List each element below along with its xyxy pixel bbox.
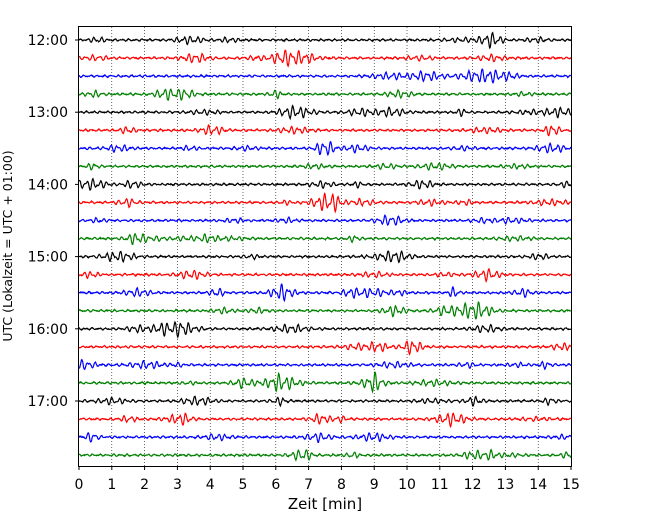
trace-group (78, 31, 572, 462)
y-tick-label: 12:00 (28, 33, 68, 49)
x-tick-label: 13 (496, 477, 514, 493)
x-axis-label: Zeit [min] (288, 495, 362, 513)
trace-line (78, 301, 572, 320)
y-axis-ticks: 12:00 13:00 14:00 15:00 16:00 17:00 (28, 33, 79, 410)
plot-frame (78, 26, 572, 467)
grid-lines (111, 27, 539, 466)
trace-line (78, 192, 572, 214)
y-tick-label: 16:00 (28, 322, 68, 338)
x-tick-label: 8 (337, 477, 346, 493)
trace-line (78, 104, 572, 121)
trace-line (78, 177, 572, 191)
x-tick-label: 7 (304, 477, 313, 493)
y-tick-label: 15:00 (28, 250, 68, 266)
trace-line (78, 141, 572, 157)
x-tick-label: 2 (140, 477, 149, 493)
trace-line (78, 320, 572, 339)
y-tick-label: 14:00 (28, 177, 68, 193)
trace-line (78, 162, 572, 171)
x-tick-label: 12 (464, 477, 482, 493)
trace-line (78, 267, 572, 284)
trace-line (78, 283, 572, 303)
x-tick-label: 5 (239, 477, 248, 493)
x-tick-label: 14 (529, 477, 547, 493)
trace-line (78, 448, 572, 462)
x-tick-label: 15 (562, 477, 580, 493)
x-axis-ticks: 0 1 2 3 4 5 6 7 8 9 10 11 12 13 14 15 (75, 466, 580, 493)
y-axis-label: UTC (Lokalzeit = UTC + 01:00) (0, 150, 15, 341)
y-tick-label: 17:00 (28, 394, 68, 410)
x-tick-label: 1 (107, 477, 116, 493)
trace-line (78, 49, 572, 68)
x-tick-label: 11 (431, 477, 449, 493)
trace-line (78, 214, 572, 227)
trace-line (78, 371, 572, 394)
x-tick-label: 3 (173, 477, 182, 493)
trace-line (78, 395, 572, 408)
trace-line (78, 88, 572, 101)
x-tick-label: 4 (206, 477, 215, 493)
trace-line (78, 232, 572, 246)
trace-line (78, 31, 572, 50)
trace-line (78, 250, 572, 264)
trace-line (78, 358, 572, 371)
x-tick-label: 6 (271, 477, 280, 493)
trace-line (78, 123, 572, 137)
y-tick-label: 13:00 (28, 105, 68, 121)
trace-line (78, 412, 572, 429)
trace-line (78, 340, 572, 356)
x-tick-label: 10 (398, 477, 416, 493)
x-tick-label: 0 (75, 477, 84, 493)
x-tick-label: 9 (370, 477, 379, 493)
trace-line (78, 432, 572, 443)
trace-line (78, 68, 572, 84)
